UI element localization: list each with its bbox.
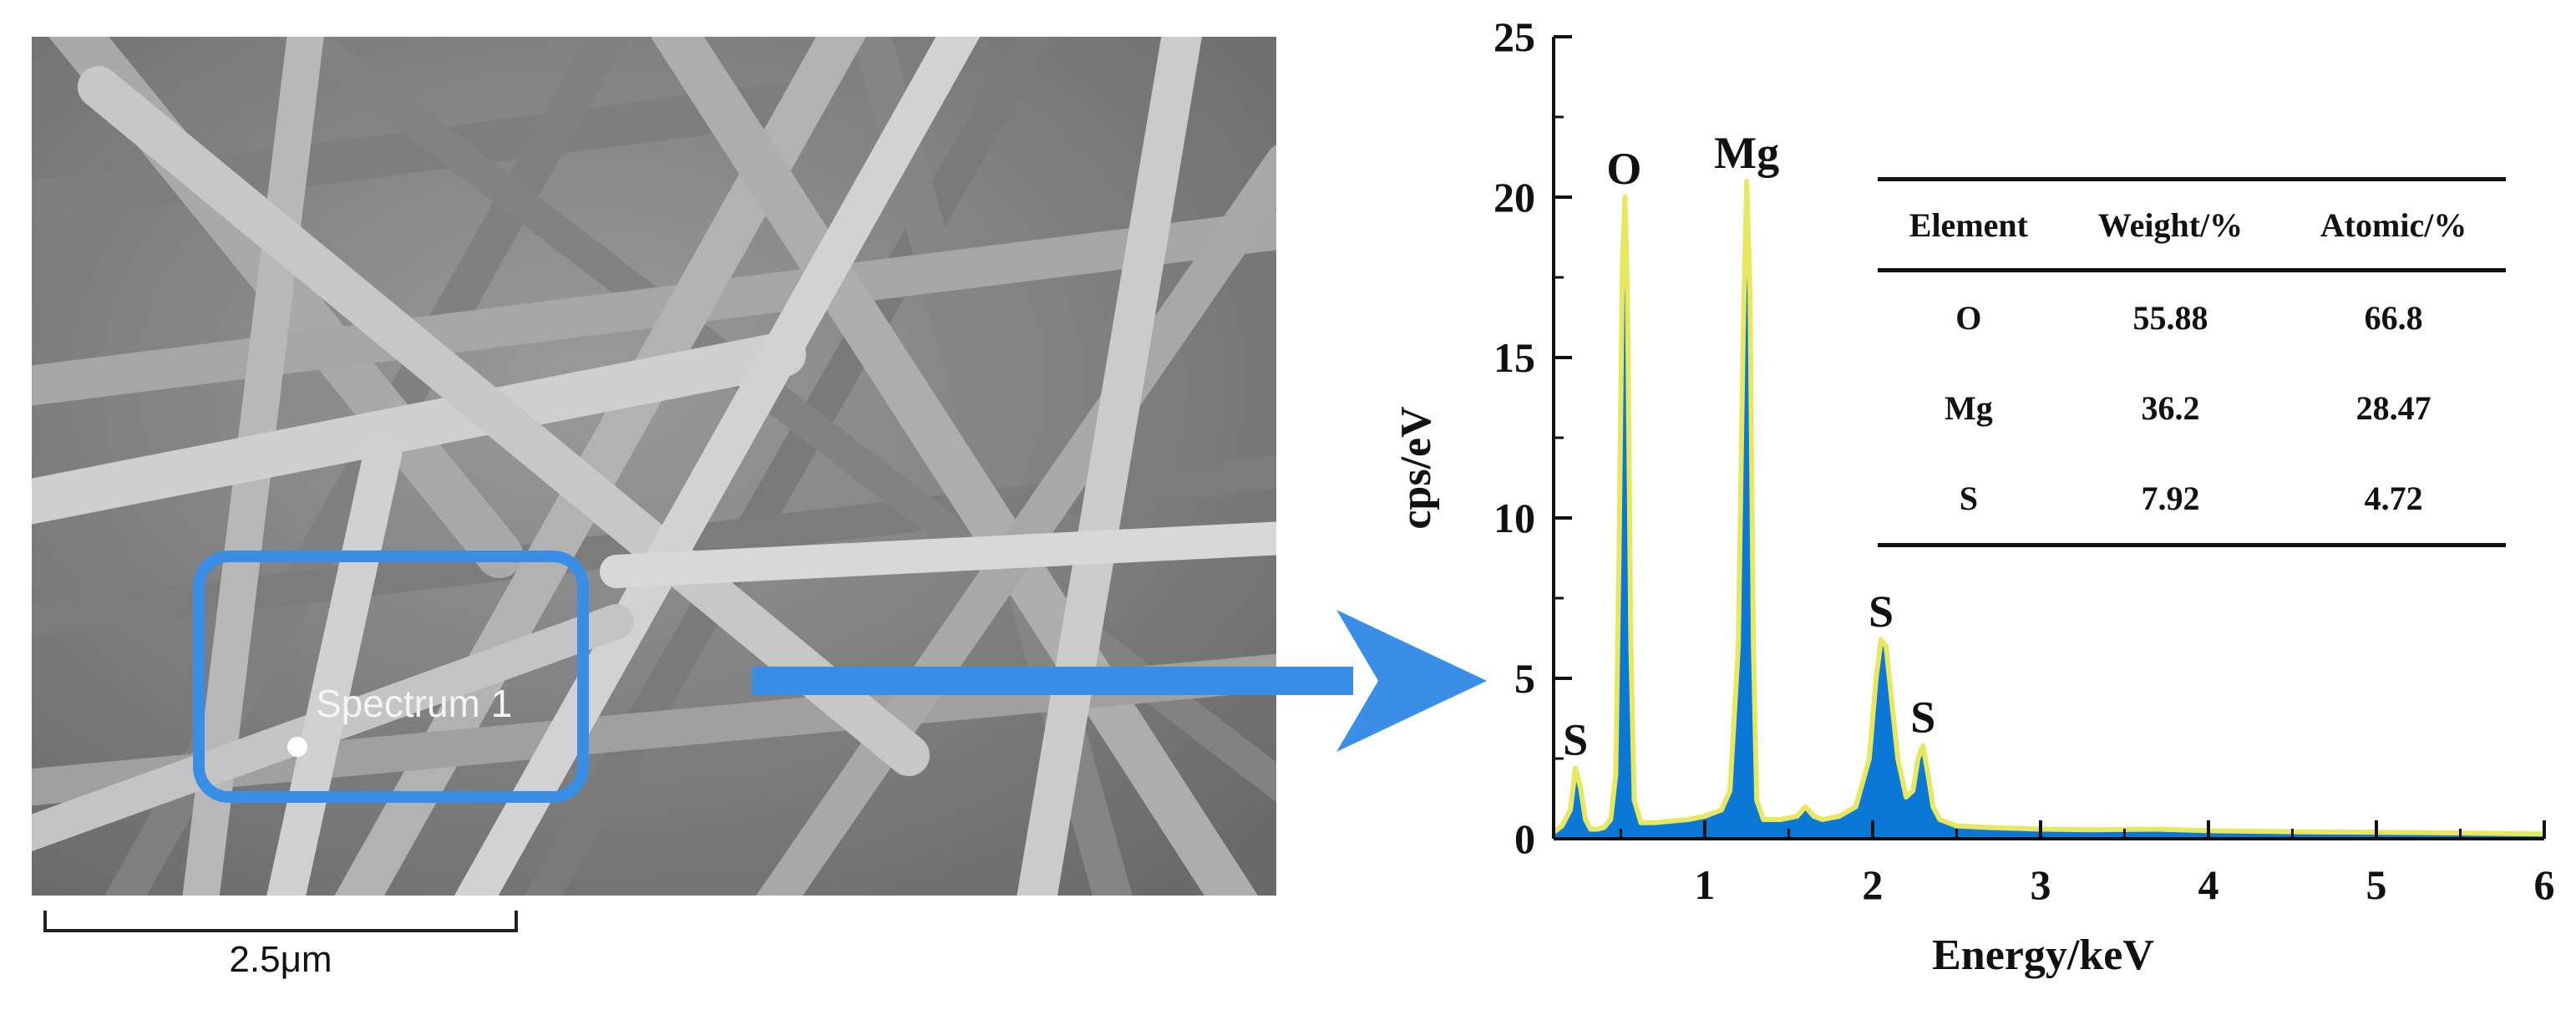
y-tick-label: 0 — [1514, 815, 1535, 862]
table-cell: O — [1955, 298, 1982, 337]
x-tick-label: 1 — [1694, 861, 1715, 908]
peak-label: S — [1869, 586, 1894, 637]
sem-micrograph: Spectrum 1 — [32, 37, 1276, 896]
table-row: Mg 36.2 28.47 — [1878, 363, 2506, 453]
plot-area: 0 5 10 15 20 25 1 2 3 4 5 6 S O Mg S S — [1493, 13, 2555, 908]
y-tick-label: 15 — [1493, 334, 1535, 381]
table-cell: 7.92 — [2141, 479, 2200, 517]
x-tick-label: 4 — [2198, 861, 2219, 908]
table-row: S 7.92 4.72 — [1878, 453, 2506, 546]
scale-bar: 2.5μm — [43, 904, 521, 996]
table-cell: 28.47 — [2355, 388, 2431, 427]
scale-bar-line — [43, 911, 518, 932]
x-axis-label: Energy/keV — [1932, 931, 2154, 979]
table-cell: 66.8 — [2364, 298, 2423, 337]
spectrum-region-box — [193, 551, 589, 803]
x-tick-label: 5 — [2366, 861, 2386, 908]
table-header-cell: Element — [1909, 206, 2028, 244]
x-tick-label: 6 — [2534, 861, 2555, 908]
table-cell: 4.72 — [2364, 479, 2423, 517]
y-tick-label: 25 — [1493, 13, 1535, 60]
table-header-cell: Atomic/% — [2320, 206, 2467, 244]
arrow-right-icon — [752, 610, 1487, 752]
peak-label: S — [1910, 693, 1935, 743]
table-cell: 55.88 — [2132, 298, 2208, 337]
y-tick-label: 20 — [1493, 174, 1535, 221]
x-tick-label: 3 — [2030, 861, 2051, 908]
spectrum-line — [1552, 178, 2545, 837]
peak-label: Mg — [1714, 128, 1779, 178]
sem-image: Spectrum 1 — [32, 37, 1276, 896]
peak-label: O — [1606, 144, 1641, 194]
y-tick-label: 5 — [1514, 655, 1535, 702]
scale-bar-label: 2.5μm — [229, 939, 332, 980]
spectrum-point — [287, 737, 307, 757]
table-cell: Mg — [1944, 388, 1993, 427]
table-cell: S — [1959, 479, 1978, 517]
table-cell: 36.2 — [2141, 388, 2200, 427]
y-axis-label: cps/eV — [1392, 406, 1440, 529]
y-tick-label: 10 — [1493, 495, 1535, 541]
x-tick-label: 2 — [1862, 861, 1883, 908]
spectrum-label: Spectrum 1 — [316, 682, 512, 725]
peak-label: S — [1563, 715, 1588, 765]
composition-table: Element Weight/% Atomic/% O 55.88 66.8 M… — [1878, 177, 2506, 547]
table-header-cell: Weight/% — [2097, 206, 2244, 244]
table-header-row: Element Weight/% Atomic/% — [1878, 179, 2506, 271]
table-row: O 55.88 66.8 — [1878, 271, 2506, 363]
